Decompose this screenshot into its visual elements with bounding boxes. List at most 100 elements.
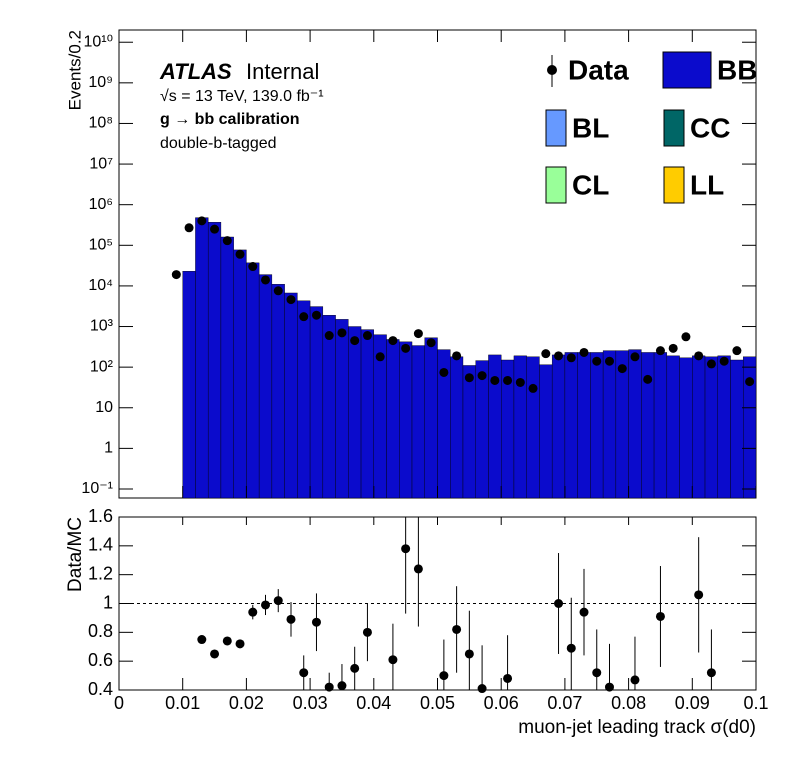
y-tick-label: 1	[104, 440, 113, 457]
data-point	[413, 329, 423, 339]
mc-bar	[233, 249, 247, 499]
y-tick-label: 10⁵	[89, 237, 113, 254]
mc-bar	[577, 352, 591, 499]
legend-swatch	[663, 109, 685, 147]
atlas-status: Internal	[246, 59, 319, 84]
mc-bar	[258, 274, 273, 499]
data-point	[324, 331, 334, 341]
data-point	[464, 373, 474, 383]
mc-bar	[220, 236, 234, 499]
data-point	[235, 249, 245, 259]
ratio-point	[197, 635, 207, 645]
data-point	[286, 295, 296, 305]
data-point	[299, 312, 309, 322]
mc-bar	[297, 300, 311, 499]
legend-swatch	[545, 166, 567, 204]
mc-bar	[730, 359, 744, 499]
ratio-point	[401, 544, 411, 554]
ratio-point	[655, 611, 665, 621]
data-point	[630, 352, 640, 362]
data-point	[490, 375, 500, 385]
data-point	[222, 236, 232, 246]
ratio-point	[350, 663, 360, 673]
x-tick-label: 0.1	[743, 693, 768, 713]
data-point	[681, 332, 691, 342]
mc-bar	[399, 341, 413, 499]
mc-bar	[246, 262, 260, 499]
y-axis-label: Events/0.2	[65, 30, 84, 110]
data-point	[197, 216, 207, 226]
data-point	[592, 356, 602, 366]
legend-label: CL	[572, 169, 609, 200]
y-tick-label: 10⁶	[89, 196, 113, 213]
mc-bar	[743, 356, 757, 499]
tagging: double-b-tagged	[160, 135, 277, 152]
legend-swatch	[662, 51, 712, 89]
data-point	[171, 270, 181, 280]
mc-bar	[590, 352, 604, 499]
x-tick-label: 0.04	[356, 693, 391, 713]
mc-bar	[526, 356, 540, 499]
ratio-point	[503, 673, 513, 683]
data-point	[604, 356, 614, 366]
y-tick-label: 0.8	[88, 621, 113, 641]
y-tick-label: 10⁷	[89, 155, 113, 172]
mc-bar	[641, 352, 655, 499]
y-tick-label: 0.6	[88, 650, 113, 670]
mc-bar	[539, 364, 553, 499]
x-tick-label: 0.05	[420, 693, 455, 713]
legend-label: Data	[568, 54, 629, 85]
mc-bar	[679, 357, 693, 499]
y-tick-label: 1.4	[88, 535, 113, 555]
mc-bar	[348, 326, 362, 499]
y-tick-label: 10⁹	[88, 74, 113, 91]
ratio-point	[261, 600, 271, 610]
data-point	[719, 356, 729, 366]
ratio-point	[694, 590, 704, 600]
energy-lumi: √s = 13 TeV, 139.0 fb⁻¹	[160, 88, 324, 105]
mc-bar	[551, 354, 566, 499]
data-point	[401, 343, 411, 353]
ratio-point	[554, 599, 564, 608]
mc-bar	[309, 306, 324, 499]
y-tick-label: 10⁴	[88, 277, 113, 294]
y-tick-label: 10¹⁰	[83, 33, 113, 50]
ratio-point	[477, 684, 487, 694]
data-point	[745, 377, 755, 387]
mc-bar	[271, 284, 285, 499]
mc-bar	[424, 337, 438, 499]
mc-bar	[360, 329, 374, 499]
mc-bar	[704, 356, 718, 499]
data-point	[732, 346, 742, 356]
ratio-point	[286, 614, 296, 624]
y-tick-label: 10⁻¹	[81, 480, 113, 497]
ratio-point	[273, 596, 283, 606]
data-point	[554, 351, 564, 361]
data-point	[706, 359, 716, 369]
y-tick-label: 1.6	[88, 506, 113, 526]
mc-bar	[653, 352, 668, 499]
x-tick-label: 0.01	[165, 693, 200, 713]
legend-swatch	[663, 166, 685, 204]
ratio-point	[235, 639, 245, 649]
y-tick-label: 0.4	[88, 679, 113, 699]
ratio-point	[388, 655, 398, 665]
ratio-y-axis-label: Data/MC	[65, 517, 86, 592]
data-point	[541, 349, 551, 359]
data-point	[311, 310, 321, 320]
ratio-point	[337, 681, 347, 691]
data-point	[375, 352, 385, 362]
ratio-point	[592, 668, 602, 678]
selection: g → bb calibration	[160, 111, 300, 128]
x-axis-label: muon-jet leading track σ(d0)	[518, 717, 756, 738]
mc-bar	[513, 355, 527, 499]
legend-label: LL	[690, 169, 724, 200]
mc-bar	[462, 365, 476, 499]
x-tick-label: 0.09	[675, 693, 710, 713]
mc-bar	[386, 339, 400, 499]
mc-bar	[182, 271, 196, 499]
ratio-point	[210, 649, 220, 659]
data-point	[503, 375, 513, 385]
mc-bar	[207, 222, 222, 499]
